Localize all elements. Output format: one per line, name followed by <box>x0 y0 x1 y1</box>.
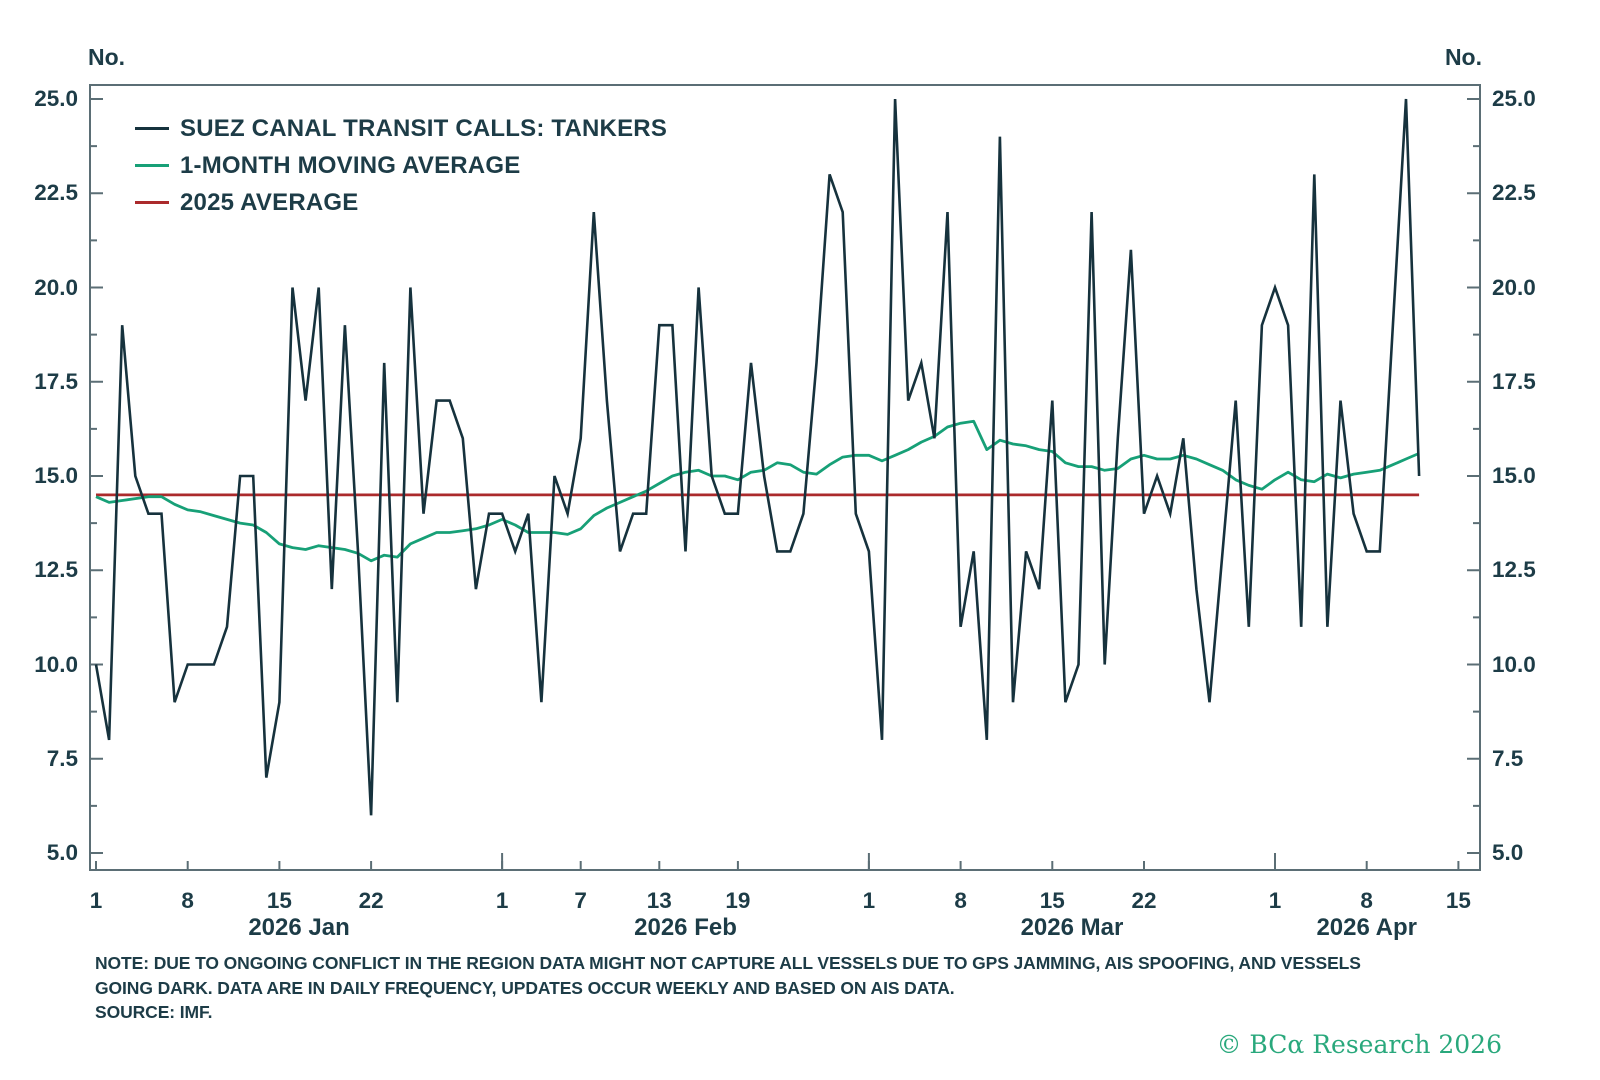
y-axis-label-right: 5.0 <box>1492 840 1524 865</box>
y-axis-label-left: 5.0 <box>46 840 78 865</box>
x-axis-label: 8 <box>1360 888 1373 913</box>
y-axis-label-right: 10.0 <box>1492 651 1536 677</box>
x-axis-label: 8 <box>954 888 967 913</box>
x-axis-label: 15 <box>1445 888 1471 913</box>
moving-average-line <box>95 419 1420 563</box>
x-axis-label: 15 <box>1039 888 1065 913</box>
tankers-series-line <box>94 98 1421 816</box>
x-axis-label: 22 <box>358 888 384 913</box>
x-axis-label: 15 <box>266 888 292 913</box>
legend-label-2025-average: 2025 AVERAGE <box>180 188 359 216</box>
y-axis-unit-right: No. <box>1444 44 1482 70</box>
x-axis-label: 7 <box>574 888 587 913</box>
legend-label-moving-average: 1-MONTH MOVING AVERAGE <box>180 151 521 179</box>
x-axis-label: 1 <box>862 888 876 913</box>
y-axis-label-left: 10.0 <box>34 651 78 677</box>
x-axis-label: 8 <box>181 888 194 913</box>
legend-item-2025-average: 2025 AVERAGE <box>135 184 667 221</box>
footnote-line-2: GOING DARK. DATA ARE IN DAILY FREQUENCY,… <box>95 977 955 998</box>
legend-label-tankers: SUEZ CANAL TRANSIT CALLS: TANKERS <box>180 114 668 142</box>
y-axis-label-left: 12.5 <box>34 557 78 583</box>
y-axis-label-right: 12.5 <box>1492 557 1536 583</box>
legend-item-tankers: SUEZ CANAL TRANSIT CALLS: TANKERS <box>135 110 667 147</box>
y-axis-label-right: 7.5 <box>1492 745 1524 771</box>
y-axis-label-left: 7.5 <box>46 745 78 771</box>
y-axis-label-left: 22.5 <box>34 180 78 206</box>
footnote-line-1: NOTE: DUE TO ONGOING CONFLICT IN THE REG… <box>95 953 1361 973</box>
x-axis-label: 1 <box>495 888 509 913</box>
y-axis-unit-left: No. <box>88 44 126 70</box>
y-axis-label-right: 22.5 <box>1492 180 1536 206</box>
month-label: 2026 Apr <box>1316 914 1417 941</box>
x-axis-label: 13 <box>646 888 672 913</box>
legend-item-moving-average: 1-MONTH MOVING AVERAGE <box>135 147 667 184</box>
x-axis-label: 1 <box>89 888 103 913</box>
footnote: NOTE: DUE TO ONGOING CONFLICT IN THE REG… <box>95 951 1361 1025</box>
legend: SUEZ CANAL TRANSIT CALLS: TANKERS 1-MONT… <box>135 110 667 221</box>
tankers-line-swatch <box>135 127 169 130</box>
y-axis-label-left: 25.0 <box>34 86 78 111</box>
y-axis-label-left: 17.5 <box>34 368 78 394</box>
y-axis-label-right: 20.0 <box>1492 274 1536 300</box>
y-axis-label-left: 20.0 <box>34 274 78 300</box>
copyright: © BCα Research 2026 <box>1216 1030 1502 1059</box>
x-axis-label: 22 <box>1131 888 1157 913</box>
plot-frame <box>89 84 1481 871</box>
x-axis-label: 19 <box>725 888 751 913</box>
month-label: 2026 Mar <box>1020 914 1124 941</box>
month-label: 2026 Feb <box>634 914 737 941</box>
moving-average-line-swatch <box>135 164 169 167</box>
average-line-swatch <box>135 201 169 204</box>
month-label: 2026 Jan <box>248 914 350 941</box>
y-axis-label-right: 17.5 <box>1492 368 1536 394</box>
y-axis-label-right: 15.0 <box>1492 463 1536 488</box>
footnote-line-3: SOURCE: IMF. <box>95 1002 213 1022</box>
x-axis-label: 1 <box>1268 888 1282 913</box>
y-axis-label-left: 15.0 <box>34 463 78 488</box>
y-axis-label-right: 25.0 <box>1492 86 1536 111</box>
